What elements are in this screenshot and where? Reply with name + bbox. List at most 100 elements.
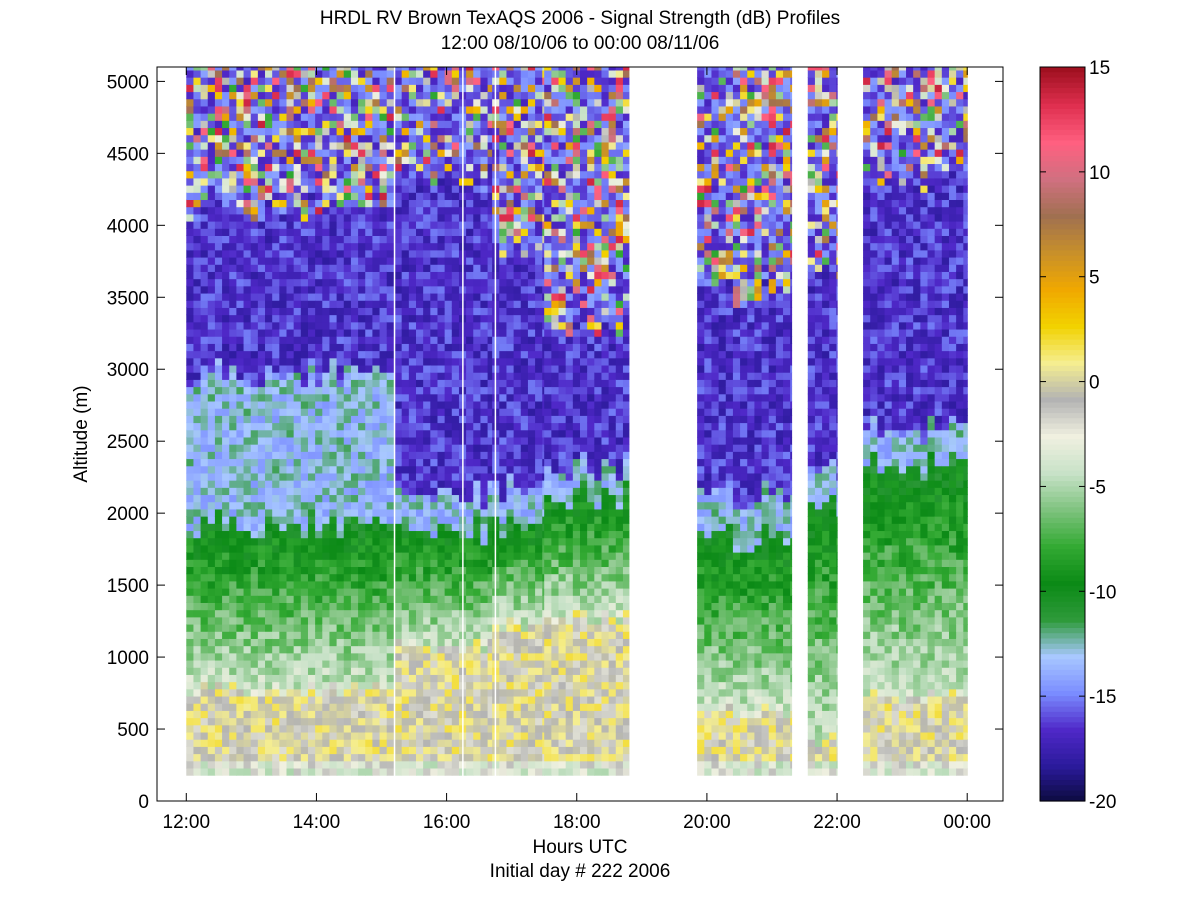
heatmap-cell — [499, 573, 508, 582]
heatmap-cell — [506, 185, 515, 193]
heatmap-cell — [394, 206, 403, 215]
heatmap-cell — [293, 631, 302, 639]
heatmap-cell — [487, 674, 493, 683]
heatmap-cell — [286, 544, 295, 553]
heatmap-cell — [487, 149, 493, 157]
heatmap-cell — [416, 292, 424, 301]
heatmap-cell — [527, 422, 536, 431]
heatmap-cell — [437, 221, 446, 229]
heatmap-cell — [257, 415, 266, 424]
heatmap-cell — [250, 84, 259, 93]
heatmap-cell — [243, 163, 252, 172]
heatmap-cell — [430, 264, 439, 272]
heatmap-cell — [480, 559, 489, 568]
heatmap-cell — [186, 141, 195, 150]
heatmap-cell — [394, 364, 403, 373]
heatmap-cell — [300, 386, 309, 395]
heatmap-cell — [243, 141, 252, 150]
heatmap-cell — [487, 530, 493, 539]
heatmap-cell — [506, 400, 515, 409]
heatmap-cell — [307, 638, 316, 647]
heatmap-cell — [423, 408, 431, 416]
heatmap-cell — [229, 588, 237, 596]
heatmap-cell — [401, 623, 410, 632]
heatmap-cell — [329, 638, 338, 647]
heatmap-cell — [200, 386, 209, 395]
heatmap-cell — [279, 444, 288, 452]
heatmap-cell — [207, 523, 216, 532]
heatmap-cell — [499, 221, 508, 229]
heatmap-cell — [272, 616, 280, 625]
heatmap-cell — [372, 379, 381, 388]
heatmap-cell — [329, 379, 338, 388]
heatmap-cell — [513, 364, 522, 373]
heatmap-cell — [322, 595, 331, 603]
heatmap-cell — [372, 559, 381, 568]
heatmap-cell — [379, 300, 388, 308]
heatmap-cell — [322, 609, 331, 618]
heatmap-cell — [265, 393, 273, 402]
heatmap-cell — [437, 249, 446, 258]
heatmap-cell — [379, 602, 388, 611]
heatmap-cell — [372, 364, 381, 373]
heatmap-cell — [401, 681, 410, 690]
heatmap-cell — [401, 292, 410, 301]
heatmap-cell — [401, 235, 410, 244]
heatmap-cell — [200, 328, 209, 337]
heatmap-cell — [193, 314, 202, 323]
heatmap-cell — [250, 609, 259, 618]
heatmap-cell — [186, 213, 195, 222]
heatmap-cell — [307, 149, 316, 157]
heatmap-cell — [286, 364, 295, 373]
heatmap-cell — [386, 69, 395, 78]
heatmap-cell — [386, 314, 395, 323]
heatmap-cell — [200, 350, 209, 359]
heatmap-cell — [506, 544, 515, 553]
heatmap-cell — [520, 631, 529, 639]
heatmap-cell — [423, 84, 431, 93]
heatmap-cell — [379, 141, 388, 150]
heatmap-cell — [207, 242, 216, 251]
heatmap-cell — [200, 292, 209, 301]
heatmap-cell — [329, 98, 338, 107]
heatmap-cell — [222, 372, 230, 380]
heatmap-cell — [329, 530, 338, 539]
heatmap-cell — [451, 357, 460, 366]
heatmap-cell — [286, 98, 295, 107]
heatmap-cell — [416, 703, 424, 711]
heatmap-cell — [487, 580, 493, 589]
heatmap-cell — [535, 760, 543, 769]
heatmap-cell — [272, 717, 280, 726]
heatmap-cell — [222, 465, 230, 474]
heatmap-cell — [520, 537, 529, 546]
heatmap-cell — [372, 256, 381, 265]
heatmap-cell — [322, 249, 331, 258]
heatmap-cell — [193, 422, 202, 431]
heatmap-cell — [307, 537, 316, 546]
heatmap-cell — [444, 746, 453, 755]
heatmap-cell — [243, 746, 252, 755]
heatmap-cell — [386, 91, 395, 100]
heatmap-cell — [480, 300, 489, 308]
heatmap-cell — [473, 444, 482, 452]
heatmap-cell — [250, 695, 259, 704]
heatmap-cell — [480, 134, 489, 143]
heatmap-cell — [336, 336, 345, 344]
heatmap-cell — [451, 451, 460, 460]
heatmap-cell — [451, 688, 460, 697]
heatmap-cell — [394, 185, 403, 193]
heatmap-cell — [506, 602, 515, 611]
heatmap-cell — [243, 77, 252, 85]
heatmap-cell — [487, 156, 493, 165]
heatmap-cell — [257, 523, 266, 532]
heatmap-cell — [437, 595, 446, 603]
heatmap-cell — [343, 487, 352, 496]
heatmap-cell — [322, 271, 331, 280]
heatmap-cell — [243, 480, 252, 488]
heatmap-cell — [513, 530, 522, 539]
heatmap-cell — [193, 717, 202, 726]
heatmap-cell — [527, 710, 536, 719]
heatmap-cell — [499, 688, 508, 697]
heatmap-cell — [430, 422, 439, 431]
heatmap-cell — [315, 400, 323, 409]
